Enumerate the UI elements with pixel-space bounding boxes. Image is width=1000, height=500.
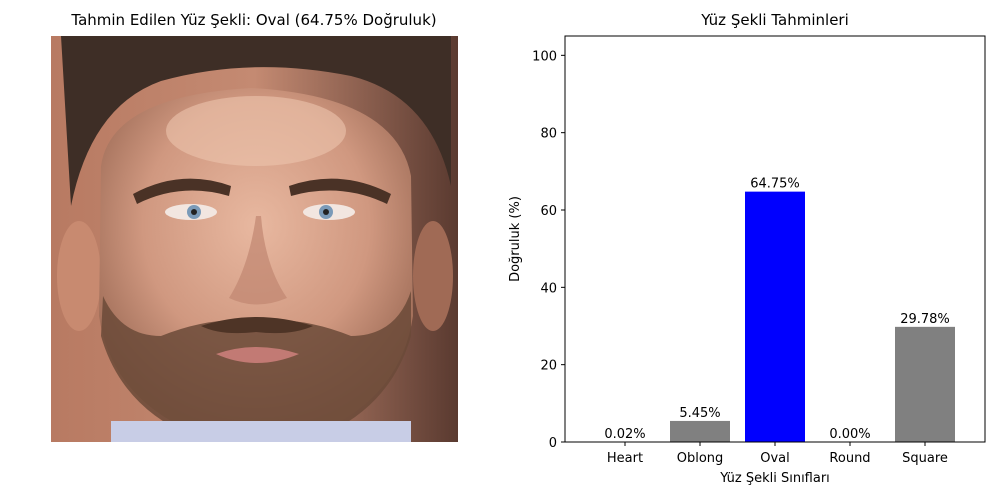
face-photo-illustration [51, 36, 458, 442]
x-tick-label: Oval [760, 451, 790, 466]
plot-frame [564, 35, 986, 443]
face-photo [51, 36, 458, 442]
y-tick-label: 60 [540, 204, 557, 219]
value-label-heart: 0.02% [604, 427, 645, 442]
y-tick-label: 20 [540, 359, 557, 374]
bar-oval [745, 191, 805, 442]
y-tick-label: 40 [540, 281, 557, 296]
x-axis-label: Yüz Şekli Sınıfları [719, 471, 830, 486]
value-label-round: 0.00% [829, 427, 870, 442]
predicted-shape-title: Tahmin Edilen Yüz Şekli: Oval (64.75% Do… [71, 11, 437, 29]
x-tick-label: Square [902, 451, 948, 466]
y-axis-label: Doğruluk (%) [508, 196, 523, 282]
value-label-oblong: 5.45% [679, 406, 720, 421]
value-label-square: 29.78% [900, 312, 950, 327]
x-tick-label: Oblong [677, 451, 724, 466]
y-tick-label: 0 [549, 436, 557, 451]
value-label-oval: 64.75% [750, 177, 800, 192]
y-tick-label: 100 [532, 49, 557, 64]
bar-oblong [670, 420, 730, 442]
x-tick-label: Round [829, 451, 870, 466]
bar-square [895, 326, 955, 442]
x-tick-label: Heart [607, 451, 643, 466]
y-tick-label: 80 [540, 127, 557, 142]
chart-title: Yüz Şekli Tahminleri [701, 11, 849, 29]
